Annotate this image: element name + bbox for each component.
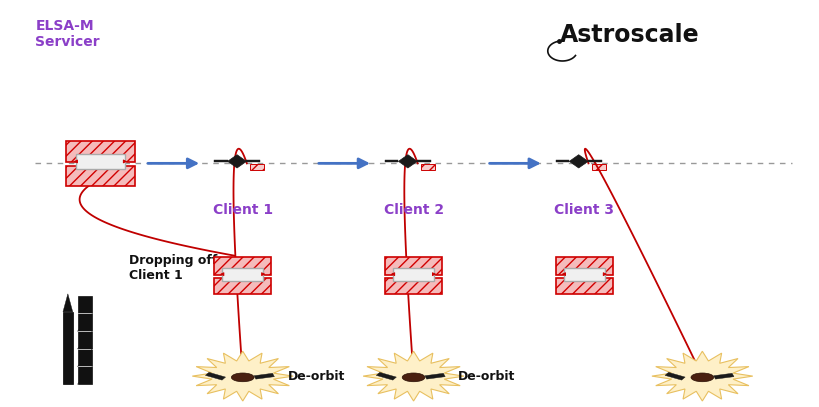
Bar: [425, 373, 446, 379]
Bar: [417, 160, 431, 162]
Polygon shape: [228, 155, 247, 168]
Bar: [215, 257, 271, 275]
Bar: [215, 278, 271, 294]
Bar: [713, 373, 734, 379]
Polygon shape: [652, 351, 753, 401]
Bar: [215, 278, 271, 294]
Bar: [385, 278, 442, 294]
Bar: [66, 141, 134, 162]
Polygon shape: [63, 294, 73, 312]
Bar: [385, 257, 442, 275]
Bar: [206, 372, 225, 380]
Bar: [66, 166, 134, 186]
Text: Dropping off
Client 1: Dropping off Client 1: [129, 254, 217, 282]
Bar: [393, 268, 434, 280]
Bar: [247, 160, 260, 162]
Text: Client 1: Client 1: [213, 204, 273, 217]
Bar: [76, 154, 124, 169]
Bar: [556, 278, 613, 294]
Bar: [421, 164, 435, 170]
Polygon shape: [363, 351, 464, 401]
Text: Client 2: Client 2: [383, 204, 444, 217]
Text: De-orbit: De-orbit: [459, 370, 516, 383]
Bar: [564, 268, 604, 280]
Bar: [385, 160, 399, 162]
Bar: [385, 278, 442, 294]
Bar: [66, 166, 134, 186]
Polygon shape: [569, 155, 588, 168]
Ellipse shape: [402, 373, 425, 382]
Bar: [63, 312, 73, 384]
Ellipse shape: [691, 373, 713, 382]
Bar: [250, 164, 265, 170]
Bar: [376, 372, 396, 380]
Bar: [215, 257, 271, 275]
Text: Astroscale: Astroscale: [560, 23, 699, 47]
Text: ELSA-M
Servicer: ELSA-M Servicer: [35, 19, 100, 49]
Polygon shape: [192, 351, 293, 401]
Bar: [556, 160, 569, 162]
Bar: [254, 373, 274, 379]
Bar: [556, 278, 613, 294]
Text: Client 3: Client 3: [554, 204, 614, 217]
Bar: [556, 257, 613, 275]
Bar: [223, 268, 263, 280]
Polygon shape: [399, 155, 417, 168]
Bar: [215, 160, 228, 162]
Text: De-orbit: De-orbit: [287, 370, 345, 383]
Bar: [556, 257, 613, 275]
Bar: [385, 257, 442, 275]
Ellipse shape: [232, 373, 254, 382]
Bar: [78, 296, 93, 384]
Bar: [591, 164, 606, 170]
Bar: [665, 372, 686, 380]
Bar: [66, 141, 134, 162]
Bar: [588, 160, 601, 162]
